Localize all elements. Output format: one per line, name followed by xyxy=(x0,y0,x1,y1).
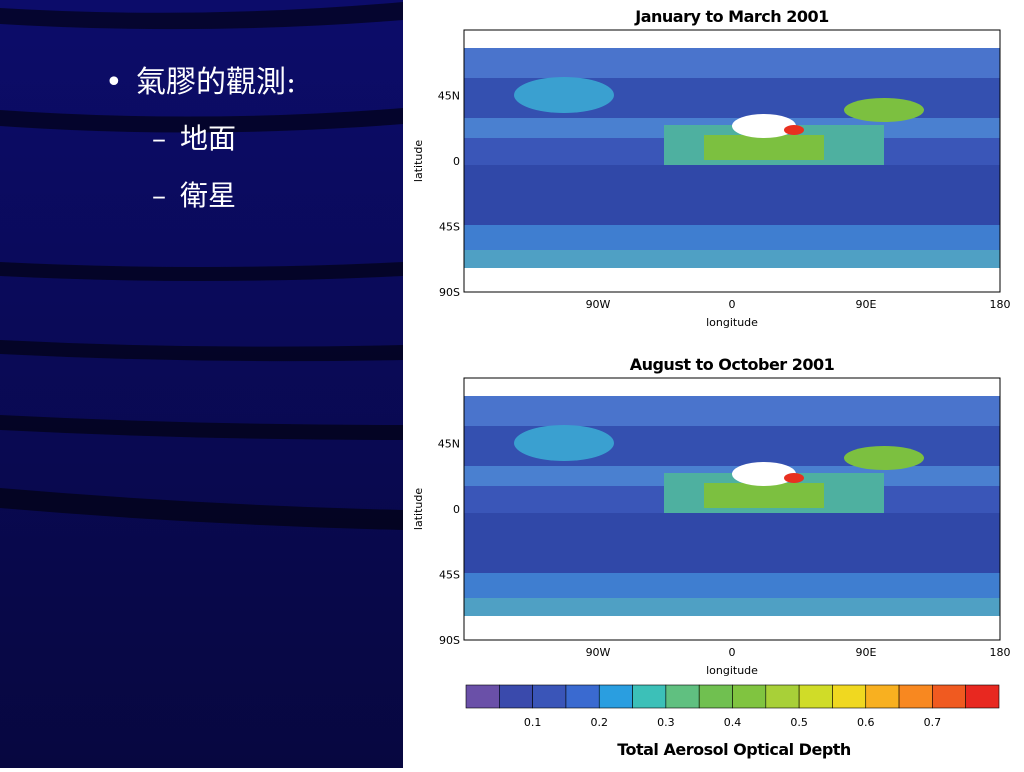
colorbar-swatch xyxy=(732,684,767,709)
x-tick-label: 90E xyxy=(856,298,877,311)
map-frame xyxy=(463,29,1001,293)
colorbar-swatch xyxy=(798,684,833,709)
maps: January to March 2001 45N 0 45S 90S 90W 0 90E 18… xyxy=(412,7,1011,677)
colorbar-label: 0.7 xyxy=(924,716,942,729)
colorbar-title: Total Aerosol Optical Depth xyxy=(617,740,851,759)
y-axis-label: latitude xyxy=(412,488,425,530)
colorbar-swatch xyxy=(632,684,667,709)
y-tick-label: 90S xyxy=(439,634,460,647)
map-frame xyxy=(463,377,1001,641)
map-title: August to October 2001 xyxy=(630,355,835,374)
colorbar-swatch xyxy=(832,684,867,709)
x-axis-label: longitude xyxy=(706,664,758,677)
x-tick-label: 90W xyxy=(586,646,611,659)
y-tick-label: 90S xyxy=(439,286,460,299)
colorbar-swatch xyxy=(698,684,733,709)
colorbar-swatch xyxy=(532,684,567,709)
colorbar-swatch xyxy=(565,684,600,709)
colorbar-swatch xyxy=(932,684,966,709)
colorbar-swatch xyxy=(965,684,1000,709)
sub-bullet-marker: – xyxy=(152,179,166,212)
y-tick-label: 45N xyxy=(438,438,460,451)
y-axis-label: latitude xyxy=(412,140,425,182)
background-stripes xyxy=(0,2,403,530)
bullet-marker: • xyxy=(105,65,123,100)
colorbar-label: 0.1 xyxy=(524,716,542,729)
colorbar-label: 0.5 xyxy=(790,716,808,729)
colorbar-swatch xyxy=(765,684,800,709)
colorbar-swatch xyxy=(465,684,500,709)
y-tick-label: 45S xyxy=(439,569,460,582)
colorbar: 0.1 0.2 0.3 0.4 0.5 0.6 0.7 xyxy=(465,684,1000,729)
y-tick-label: 0 xyxy=(453,155,460,168)
colorbar-label: 0.4 xyxy=(724,716,742,729)
colorbar-swatch xyxy=(898,684,933,709)
y-tick-label: 0 xyxy=(453,503,460,516)
sub-bullet-text: 衛星 xyxy=(180,179,236,212)
bullet-text: 氣膠的觀測: xyxy=(136,65,296,100)
colorbar-label: 0.3 xyxy=(657,716,675,729)
y-tick-label: 45N xyxy=(438,90,460,103)
sub-bullet-text: 地面 xyxy=(180,122,236,155)
colorbar-swatch xyxy=(598,684,633,709)
x-tick-label: 90E xyxy=(856,646,877,659)
x-tick-label: 90W xyxy=(586,298,611,311)
colorbar-swatch xyxy=(499,684,533,709)
x-tick-label: 0 xyxy=(729,646,736,659)
map-title: January to March 2001 xyxy=(634,7,829,26)
y-tick-label: 45S xyxy=(439,221,460,234)
map-image xyxy=(464,30,1000,292)
x-axis-label: longitude xyxy=(706,316,758,329)
colorbar-label: 0.6 xyxy=(857,716,875,729)
x-tick-label: 0 xyxy=(729,298,736,311)
x-tick-label: 180 xyxy=(990,298,1011,311)
colorbar-swatch xyxy=(865,684,900,709)
x-tick-label: 180 xyxy=(990,646,1011,659)
sub-bullet-marker: – xyxy=(152,122,166,155)
map-image xyxy=(464,378,1000,640)
colorbar-label: 0.2 xyxy=(591,716,609,729)
colorbar-swatch xyxy=(665,684,700,709)
